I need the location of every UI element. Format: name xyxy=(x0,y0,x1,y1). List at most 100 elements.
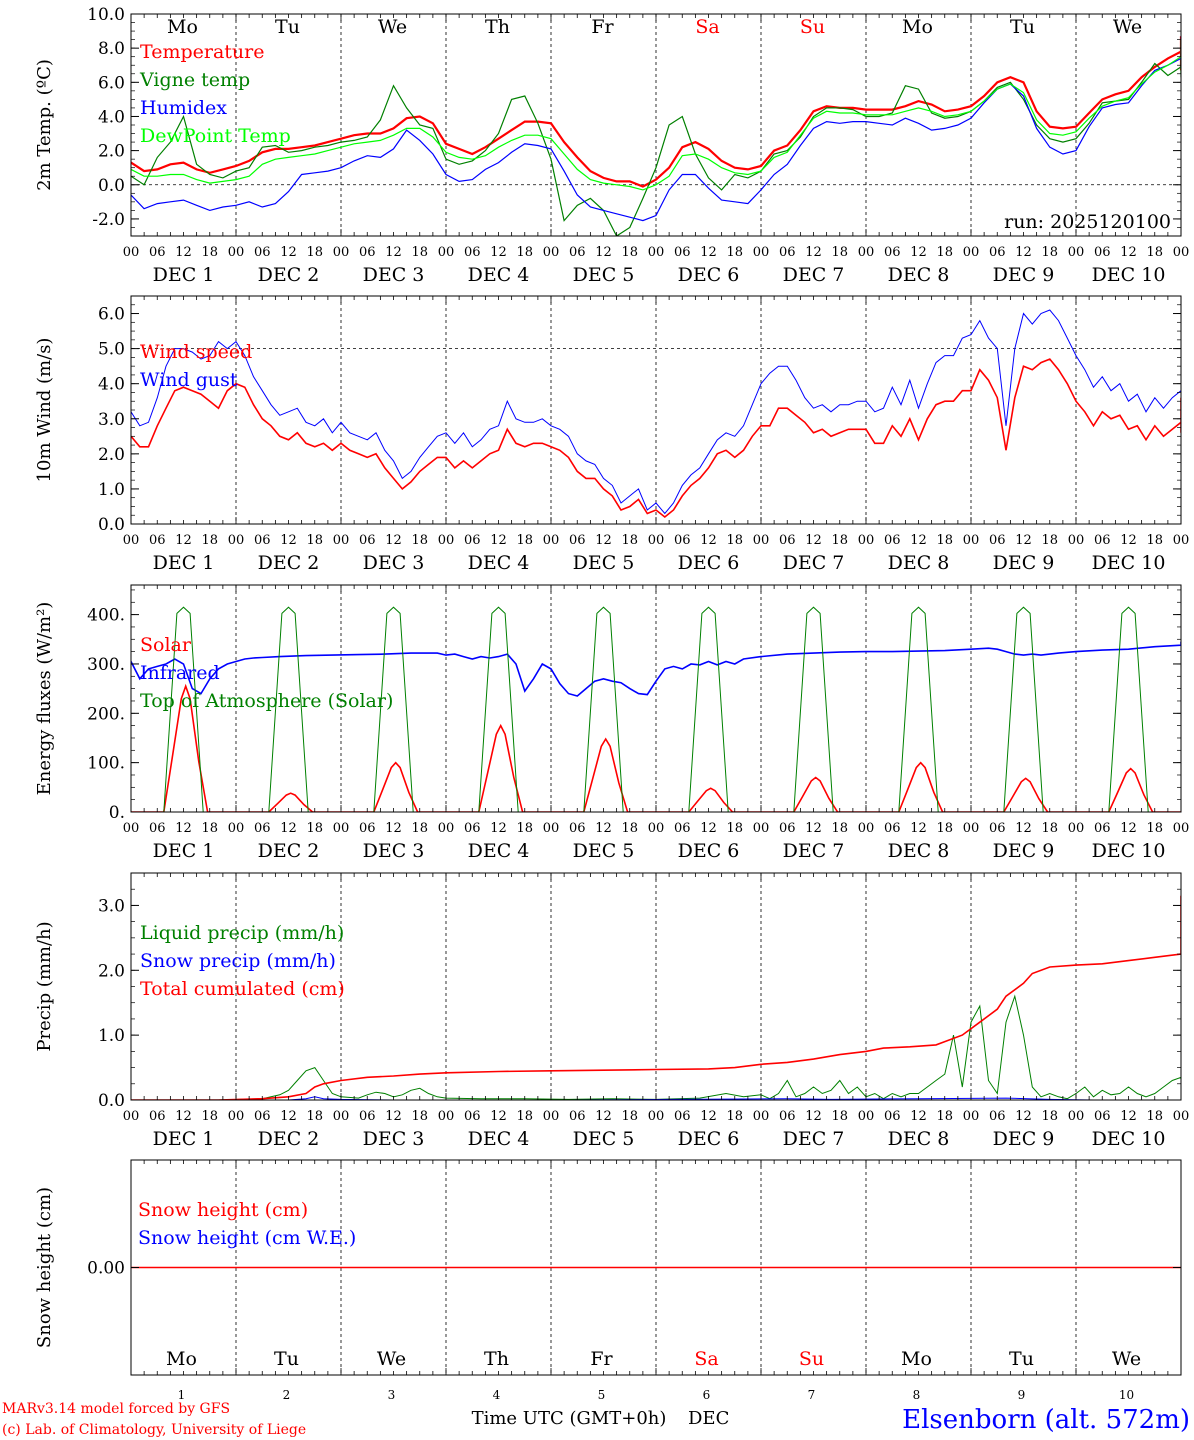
y-tick-label: 1.0 xyxy=(98,1026,125,1046)
hour-tick-label: 00 xyxy=(648,245,665,260)
hour-tick-label: 00 xyxy=(123,533,140,548)
date-label: DEC 2 xyxy=(258,552,320,574)
date-label: DEC 7 xyxy=(783,1128,845,1150)
date-label: DEC 8 xyxy=(888,552,950,574)
y-tick-label: 0.0 xyxy=(98,515,125,535)
hour-tick-label: 06 xyxy=(1094,245,1111,260)
hour-tick-label: 06 xyxy=(884,1109,901,1124)
y-axis-label: 2m Temp. (ºC) xyxy=(34,59,55,191)
date-label: DEC 5 xyxy=(573,264,635,286)
series-line-solar xyxy=(131,683,1181,812)
hour-tick-label: 06 xyxy=(359,1109,376,1124)
hour-tick-label: 00 xyxy=(963,245,980,260)
hour-tick-label: 12 xyxy=(490,245,507,260)
series-line-wind-speed xyxy=(131,358,1181,519)
hour-tick-label: 12 xyxy=(1120,533,1137,548)
hour-tick-label: 00 xyxy=(543,1109,560,1124)
date-label: DEC 2 xyxy=(258,1128,320,1150)
hour-tick-label: 12 xyxy=(805,821,822,836)
legend-entry: Top of Atmosphere (Solar) xyxy=(140,690,393,712)
hour-tick-label: 06 xyxy=(674,533,691,548)
hour-tick-label: 18 xyxy=(411,1109,428,1124)
hour-tick-label: 12 xyxy=(805,1109,822,1124)
hour-tick-label: 06 xyxy=(884,821,901,836)
weekday-label: Th xyxy=(484,1348,509,1370)
hour-tick-label: 00 xyxy=(1068,1109,1085,1124)
station-label: Elsenborn (alt. 572m) xyxy=(902,1405,1190,1435)
weekday-label: Mo xyxy=(167,16,198,38)
date-label: DEC 7 xyxy=(783,840,845,862)
hour-tick-label: 18 xyxy=(831,821,848,836)
hour-tick-label: 00 xyxy=(1068,533,1085,548)
hour-tick-label: 06 xyxy=(464,821,481,836)
hour-tick-label: 00 xyxy=(648,533,665,548)
hour-tick-label: 06 xyxy=(1094,1109,1111,1124)
day-number-label: 6 xyxy=(703,1388,711,1402)
weekday-label: We xyxy=(1113,16,1142,38)
weekday-label: Fr xyxy=(590,1348,613,1370)
legend-entry: Total cumulated (cm) xyxy=(140,978,345,1000)
date-label: DEC 3 xyxy=(363,840,425,862)
hour-tick-label: 12 xyxy=(1120,821,1137,836)
hour-tick-label: 12 xyxy=(805,533,822,548)
date-label: DEC 6 xyxy=(678,1128,740,1150)
run-label: run: 2025120100 xyxy=(1004,211,1171,233)
hour-tick-label: 18 xyxy=(201,1109,218,1124)
weekday-label: We xyxy=(377,1348,406,1370)
hour-tick-label: 06 xyxy=(674,1109,691,1124)
hour-tick-label: 06 xyxy=(149,821,166,836)
date-label: DEC 1 xyxy=(153,1128,215,1150)
day-number-label: 2 xyxy=(283,1388,291,1402)
hour-tick-label: 06 xyxy=(359,533,376,548)
hour-tick-label: 00 xyxy=(1068,245,1085,260)
hour-tick-label: 00 xyxy=(438,821,455,836)
weekday-label: Fr xyxy=(591,16,614,38)
day-number-label: 7 xyxy=(808,1388,816,1402)
day-number-label: 10 xyxy=(1119,1388,1134,1402)
hour-tick-label: 06 xyxy=(464,245,481,260)
hour-tick-label: 12 xyxy=(175,821,192,836)
date-label: DEC 4 xyxy=(468,264,530,286)
hour-tick-label: 18 xyxy=(936,821,953,836)
hour-tick-label: 00 xyxy=(438,1109,455,1124)
hour-tick-label: 18 xyxy=(1041,245,1058,260)
hour-tick-label: 00 xyxy=(753,245,770,260)
date-label: DEC 7 xyxy=(783,264,845,286)
x-axis-label: Time UTC (GMT+0h) xyxy=(472,1408,667,1429)
hour-tick-label: 18 xyxy=(936,245,953,260)
hour-tick-label: 12 xyxy=(490,1109,507,1124)
y-tick-label: 300. xyxy=(87,655,125,675)
y-tick-label: 4.0 xyxy=(98,107,125,127)
hour-tick-label: 00 xyxy=(543,245,560,260)
hour-tick-label: 12 xyxy=(910,1109,927,1124)
hour-tick-label: 12 xyxy=(1120,245,1137,260)
hour-tick-label: 18 xyxy=(201,245,218,260)
date-label: DEC 2 xyxy=(258,840,320,862)
hour-tick-label: 06 xyxy=(674,821,691,836)
hour-tick-label: 12 xyxy=(175,1109,192,1124)
series-line-temperature xyxy=(131,36,1181,188)
y-axis-label: Precip (mm/h) xyxy=(34,921,55,1051)
hour-tick-label: 18 xyxy=(621,245,638,260)
y-tick-label: 400. xyxy=(87,606,125,626)
hour-tick-label: 18 xyxy=(306,1109,323,1124)
series-line-snow-precip-mm-h- xyxy=(131,1096,1181,1100)
hour-tick-label: 00 xyxy=(543,821,560,836)
hour-tick-label: 00 xyxy=(1173,1109,1190,1124)
legend-entry: DewPoint Temp xyxy=(140,125,291,147)
date-label: DEC 6 xyxy=(678,840,740,862)
y-tick-label: 100. xyxy=(87,754,125,774)
x-axis-month: DEC xyxy=(688,1408,729,1429)
date-label: DEC 5 xyxy=(573,552,635,574)
hour-tick-label: 18 xyxy=(1041,821,1058,836)
hour-tick-label: 00 xyxy=(1173,533,1190,548)
date-label: DEC 7 xyxy=(783,552,845,574)
hour-tick-label: 12 xyxy=(280,533,297,548)
weekday-label: Tu xyxy=(1010,16,1035,38)
hour-tick-label: 18 xyxy=(1041,1109,1058,1124)
date-label: DEC 10 xyxy=(1092,552,1166,574)
hour-tick-label: 18 xyxy=(936,533,953,548)
y-tick-label: 2.0 xyxy=(98,961,125,981)
hour-tick-label: 12 xyxy=(595,1109,612,1124)
hour-tick-label: 06 xyxy=(884,245,901,260)
